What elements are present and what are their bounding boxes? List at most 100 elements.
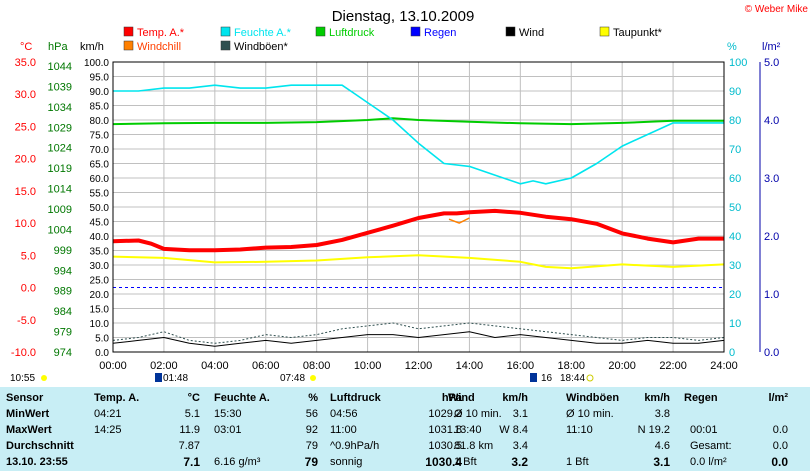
rain-tick-label: 3.0 [764,173,779,185]
moon-icon [155,373,162,382]
humidity-tick-label: 70 [729,144,741,156]
rain-axis-unit: l/m² [762,41,781,53]
table-cell-hum: 79 [305,440,318,452]
x-tick-label: 20:00 [608,360,636,372]
wind-tick-label: 40.0 [90,232,110,243]
table-header: hPa [441,392,462,404]
table-cell-wind-desc: 1 Bft [454,456,477,468]
temp-tick-label: 25.0 [15,121,36,133]
humidity-tick-label: 0 [729,347,735,359]
table-cell-wind: 3.4 [512,440,528,452]
x-tick-label: 18:00 [557,360,585,372]
series-windchill [448,217,470,224]
legend-label: Feuchte A.* [234,27,292,39]
table-header: l/m² [768,392,788,404]
chart-title: Dienstag, 13.10.2009 [332,8,475,25]
series-wind [112,331,725,347]
wind-tick-label: 55.0 [90,189,110,200]
humidity-tick-label: 40 [729,231,741,243]
table-cell-pres-time: 04:56 [330,408,358,420]
table-cell-hum: 79 [304,455,318,469]
sunrise-time: 10:55 [10,373,35,384]
humidity-tick-label: 50 [729,202,741,214]
wind-tick-label: 75.0 [90,131,110,142]
table-cell-temp: 7.87 [178,440,200,452]
table-header: Feuchte A. [214,392,270,404]
table-cell-hum: 56 [305,408,318,420]
humidity-tick-label: 100 [729,57,747,69]
wind-tick-label: 95.0 [90,73,110,84]
x-tick-label: 24:00 [710,360,738,372]
humidity-axis-unit: % [727,41,737,53]
table-cell-wind-desc: Ø 10 min. [454,408,502,420]
legend-label: Luftdruck [329,27,375,39]
wind-tick-label: 100.0 [84,58,109,69]
table-cell-wind-desc: 81.8 km [454,440,494,452]
table-cell-gust-desc: Ø 10 min. [566,408,614,420]
pressure-tick-label: 1029 [48,122,72,134]
temp-tick-label: 0.0 [21,283,36,295]
series-luftdruck [112,117,724,126]
temp-tick-label: 20.0 [15,154,36,166]
table-cell-pres-time: 11:00 [330,424,357,436]
series-windb-en [112,322,725,344]
table-cell-rain: 0.0 [771,455,788,469]
humidity-tick-label: 10 [729,318,741,330]
table-cell-rain-desc: Gesamt: [690,440,732,452]
pressure-tick-label: 984 [54,306,72,318]
legend-label: Windchill [137,41,181,53]
pressure-tick-label: 979 [54,327,72,339]
table-header: km/h [644,392,670,404]
chart-legend: Temp. A.* Feuchte A.* Luftdruck Regen Wind Ta… [123,26,663,53]
legend-swatch [220,26,231,37]
table-header: Sensor [6,392,44,404]
wind-tick-label: 70.0 [90,145,110,156]
legend-label: Regen [424,27,456,39]
legend-label: Taupunkt* [613,27,663,39]
table-cell-rain: 0.0 [772,424,788,436]
pressure-tick-label: 1004 [48,224,72,236]
pressure-tick-label: 994 [54,265,72,277]
series-temp-a [112,208,724,253]
temp-tick-label: 30.0 [15,89,36,101]
rain-tick-label: 1.0 [764,289,779,301]
temp-tick-label: 15.0 [15,186,36,198]
wind-tick-label: 20.0 [90,290,110,301]
table-header: Windböen [566,392,620,404]
legend-label: Temp. A.* [137,27,185,39]
wind-tick-label: 5.0 [95,334,109,345]
table-header: Regen [684,392,718,404]
table-header: °C [187,392,200,404]
table-cell-pres-time: sonnig [330,456,363,468]
table-cell-wind-desc: 13:40 [454,424,482,436]
table-header: % [308,392,318,404]
pressure-tick-label: 1014 [48,184,72,196]
table-cell-pres: 1030.5 [428,440,462,452]
legend-swatch [123,40,134,51]
sun-moon-markers: 10:55 01:48 07:48 16 18:44 [10,373,594,384]
moonrise-time: 01:48 [163,373,188,384]
pressure-axis-unit: hPa [48,41,68,53]
table-cell-pres: 1031.8 [428,424,462,436]
legend-swatch [315,26,326,37]
table-cell-label: MinWert [6,408,50,420]
x-tick-label: 10:00 [354,360,382,372]
temp-axis-unit: °C [20,41,32,53]
table-cell-gust: N 19.2 [637,424,670,436]
rain-tick-label: 0.0 [764,347,779,359]
legend-label: Wind [519,27,544,39]
x-tick-label: 12:00 [405,360,433,372]
legend-swatch [599,26,610,37]
x-tick-label: 16:00 [507,360,535,372]
table-cell-pres: 1029.2 [428,408,462,420]
sun-icon [41,375,47,381]
pressure-tick-label: 1009 [48,204,72,216]
table-header: Temp. A. [94,392,140,404]
table-cell-rain: 0.0 [772,440,788,452]
plot-frame [112,61,725,353]
humidity-tick-label: 60 [729,173,741,185]
rain-tick-label: 5.0 [764,57,779,69]
table-cell-temp-time: 04:21 [94,408,122,420]
wind-tick-label: 85.0 [90,102,110,113]
humidity-tick-label: 30 [729,260,741,272]
